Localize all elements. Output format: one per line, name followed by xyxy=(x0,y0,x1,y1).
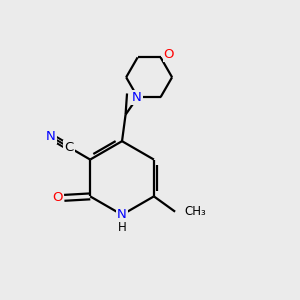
Text: C: C xyxy=(64,141,74,154)
Text: O: O xyxy=(52,191,63,204)
Text: N: N xyxy=(46,130,56,143)
Text: CH₃: CH₃ xyxy=(184,205,206,218)
Text: H: H xyxy=(118,220,126,234)
Text: N: N xyxy=(132,91,142,104)
Text: O: O xyxy=(164,48,174,61)
Text: N: N xyxy=(117,208,127,221)
